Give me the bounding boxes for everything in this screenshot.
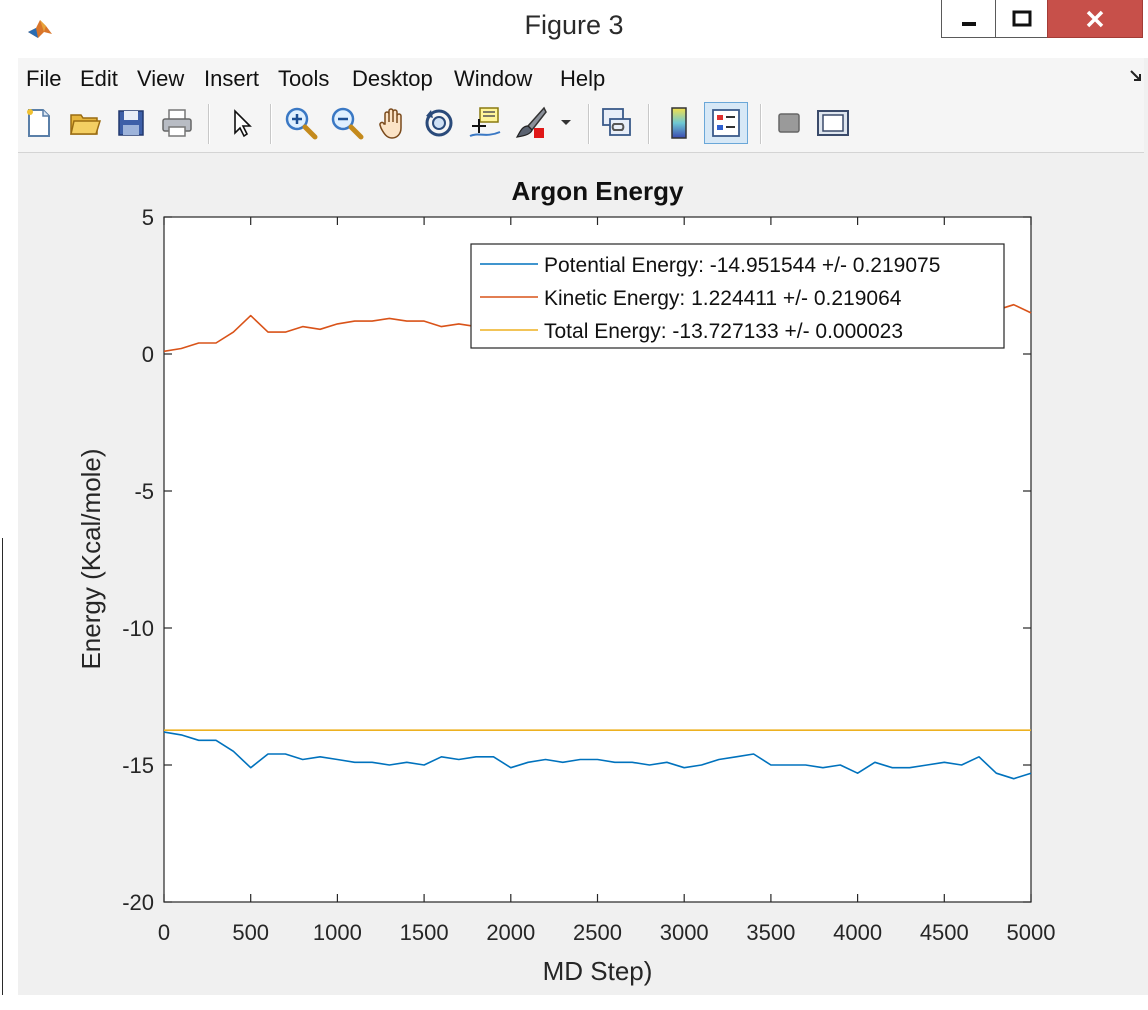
- x-tick-label: 500: [232, 920, 269, 945]
- maximize-button[interactable]: [995, 0, 1048, 38]
- save-icon: [118, 110, 144, 136]
- hide-plot-tools-icon: [778, 113, 800, 133]
- edit-plot-arrow-icon: [234, 109, 252, 138]
- window-title: Figure 3: [524, 10, 624, 40]
- y-tick-labels: 5 0 -5 -10 -15 -20: [122, 205, 154, 915]
- rotate-3d-icon: [425, 109, 453, 137]
- x-tick-labels: 0 500 1000 1500 2000 2500 3000 3500 4000 4500 5000: [158, 920, 1056, 945]
- legend-entry-total: Total Energy: -13.727133 +/- 0.000023: [544, 320, 903, 343]
- menu-desktop[interactable]: Desktop: [352, 66, 433, 91]
- hide-plot-tools-button[interactable]: [770, 104, 808, 142]
- y-tick-label: -20: [122, 890, 154, 915]
- brush-icon: [515, 106, 547, 138]
- toolbar-separator: [648, 104, 650, 144]
- x-tick-label: 1000: [313, 920, 362, 945]
- menu-window[interactable]: Window: [454, 66, 533, 91]
- toolbar-separator: [270, 104, 272, 144]
- print-icon: [162, 109, 192, 137]
- edge-line: [2, 538, 3, 998]
- window-left-edge: [0, 58, 18, 1010]
- y-tick-label: 5: [142, 205, 154, 230]
- legend-box: [470, 243, 1005, 349]
- insert-legend-button[interactable]: [704, 102, 748, 144]
- save-button[interactable]: [112, 104, 150, 142]
- data-cursor-button[interactable]: [466, 104, 504, 142]
- brush-dropdown-icon: [561, 120, 571, 125]
- toolbar-separator: [588, 104, 590, 144]
- toolbar: [18, 96, 1144, 153]
- legend-icon: [712, 109, 740, 137]
- legend[interactable]: Potential Energy: -14.951544 +/- 0.21907…: [470, 243, 1005, 349]
- brush-button[interactable]: [512, 104, 550, 142]
- show-plot-tools-button[interactable]: [814, 104, 852, 142]
- axis-ticks: [163, 216, 1032, 903]
- x-tick-label: 1500: [400, 920, 449, 945]
- chart-title: Argon Energy: [512, 176, 684, 206]
- close-button[interactable]: [1047, 0, 1143, 38]
- link-plot-button[interactable]: [598, 104, 636, 142]
- print-button[interactable]: [158, 104, 196, 142]
- y-tick-label: -15: [122, 753, 154, 778]
- colorbar-icon: [671, 107, 687, 139]
- y-tick-label: -5: [134, 479, 154, 504]
- series-line-potential-energy[interactable]: [163, 731, 1032, 780]
- menu-file[interactable]: File: [26, 66, 62, 91]
- x-tick-label: 4500: [920, 920, 969, 945]
- rotate-3d-button[interactable]: [420, 104, 458, 142]
- y-axis-label: Energy (Kcal/mole): [76, 448, 106, 669]
- x-tick-label: 5000: [1007, 920, 1056, 945]
- zoom-in-icon: [285, 107, 318, 140]
- zoom-out-icon: [331, 107, 364, 140]
- zoom-in-button[interactable]: [282, 104, 320, 142]
- close-icon: [1086, 10, 1104, 27]
- pan-hand-icon: [379, 108, 402, 139]
- x-tick-label: 3500: [746, 920, 795, 945]
- x-tick-label: 4000: [833, 920, 882, 945]
- data-cursor-icon: [469, 107, 501, 137]
- edit-plot-button[interactable]: [222, 104, 260, 142]
- title-bar: Figure 3: [0, 0, 1148, 58]
- minimize-button[interactable]: [941, 0, 996, 38]
- x-tick-label: 3000: [660, 920, 709, 945]
- menu-insert[interactable]: Insert: [204, 66, 260, 91]
- link-plot-icon: [602, 108, 631, 136]
- open-file-icon: [70, 114, 101, 135]
- window-bottom-edge: [0, 995, 1148, 1010]
- zoom-out-button[interactable]: [328, 104, 366, 142]
- menu-help[interactable]: Help: [560, 66, 606, 91]
- maximize-icon: [1012, 10, 1031, 26]
- x-tick-label: 2000: [486, 920, 535, 945]
- legend-entry-potential: Potential Energy: -14.951544 +/- 0.21907…: [544, 254, 940, 277]
- toolbar-separator: [760, 104, 762, 144]
- insert-colorbar-button[interactable]: [660, 104, 698, 142]
- y-tick-label: -10: [122, 616, 154, 641]
- x-tick-label: 0: [158, 920, 170, 945]
- new-figure-icon: [27, 109, 50, 137]
- open-file-button[interactable]: [66, 104, 104, 142]
- menu-edit[interactable]: Edit: [80, 66, 118, 91]
- new-figure-button[interactable]: [20, 104, 58, 142]
- x-axis-label: MD Step): [543, 956, 653, 986]
- minimize-icon: [961, 21, 976, 26]
- matlab-logo-icon: [28, 20, 52, 38]
- y-tick-label: 0: [142, 342, 154, 367]
- show-plot-tools-icon: [817, 110, 849, 136]
- brush-dropdown-button[interactable]: [554, 104, 578, 142]
- x-tick-label: 2500: [573, 920, 622, 945]
- menu-view[interactable]: View: [137, 66, 185, 91]
- pan-button[interactable]: [374, 104, 412, 142]
- dock-arrow-icon[interactable]: [1128, 68, 1144, 84]
- toolbar-separator: [208, 104, 210, 144]
- menu-tools[interactable]: Tools: [278, 66, 330, 91]
- legend-entry-kinetic: Kinetic Energy: 1.224411 +/- 0.219064: [544, 287, 902, 310]
